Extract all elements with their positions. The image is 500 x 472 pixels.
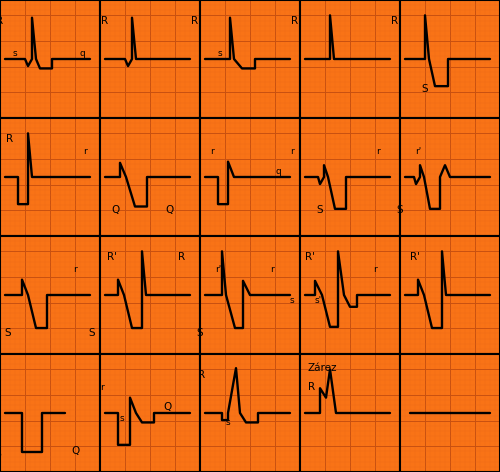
Text: S: S [196, 328, 203, 338]
Text: R': R' [107, 252, 117, 262]
Text: r: r [210, 146, 214, 156]
Text: r: r [290, 146, 294, 156]
Text: R': R' [410, 252, 420, 262]
Text: q: q [79, 49, 85, 58]
Text: R': R' [305, 252, 315, 262]
Text: R: R [178, 252, 186, 262]
Text: r': r' [415, 146, 421, 156]
Text: r': r' [215, 264, 221, 274]
Text: r: r [100, 382, 104, 392]
Text: Q: Q [71, 446, 79, 456]
Text: R: R [0, 16, 4, 26]
Text: r: r [373, 264, 377, 274]
Text: s: s [226, 418, 230, 427]
Text: R: R [198, 370, 205, 380]
Text: R: R [292, 16, 298, 26]
Text: R: R [308, 382, 316, 392]
Text: QS: QS [0, 449, 2, 459]
Text: R: R [6, 134, 14, 144]
Text: q: q [275, 167, 281, 176]
Text: s: s [218, 49, 222, 58]
Text: Q: Q [166, 205, 174, 215]
Text: s': s' [314, 296, 322, 305]
Text: s: s [120, 414, 124, 423]
Text: r: r [376, 146, 380, 156]
Text: s: s [290, 296, 294, 305]
Text: r: r [83, 146, 87, 156]
Text: S: S [396, 205, 404, 215]
Text: Q: Q [164, 402, 172, 412]
Text: s: s [12, 49, 18, 58]
Text: r: r [270, 264, 274, 274]
Text: Zárez: Zárez [308, 363, 337, 373]
Text: R: R [192, 16, 198, 26]
Text: S: S [88, 328, 96, 338]
Text: r: r [73, 264, 77, 274]
Text: S: S [422, 84, 428, 93]
Text: R: R [392, 16, 398, 26]
Text: S: S [316, 205, 324, 215]
Text: R: R [102, 16, 108, 26]
Text: Q: Q [111, 205, 119, 215]
Text: S: S [4, 328, 12, 338]
